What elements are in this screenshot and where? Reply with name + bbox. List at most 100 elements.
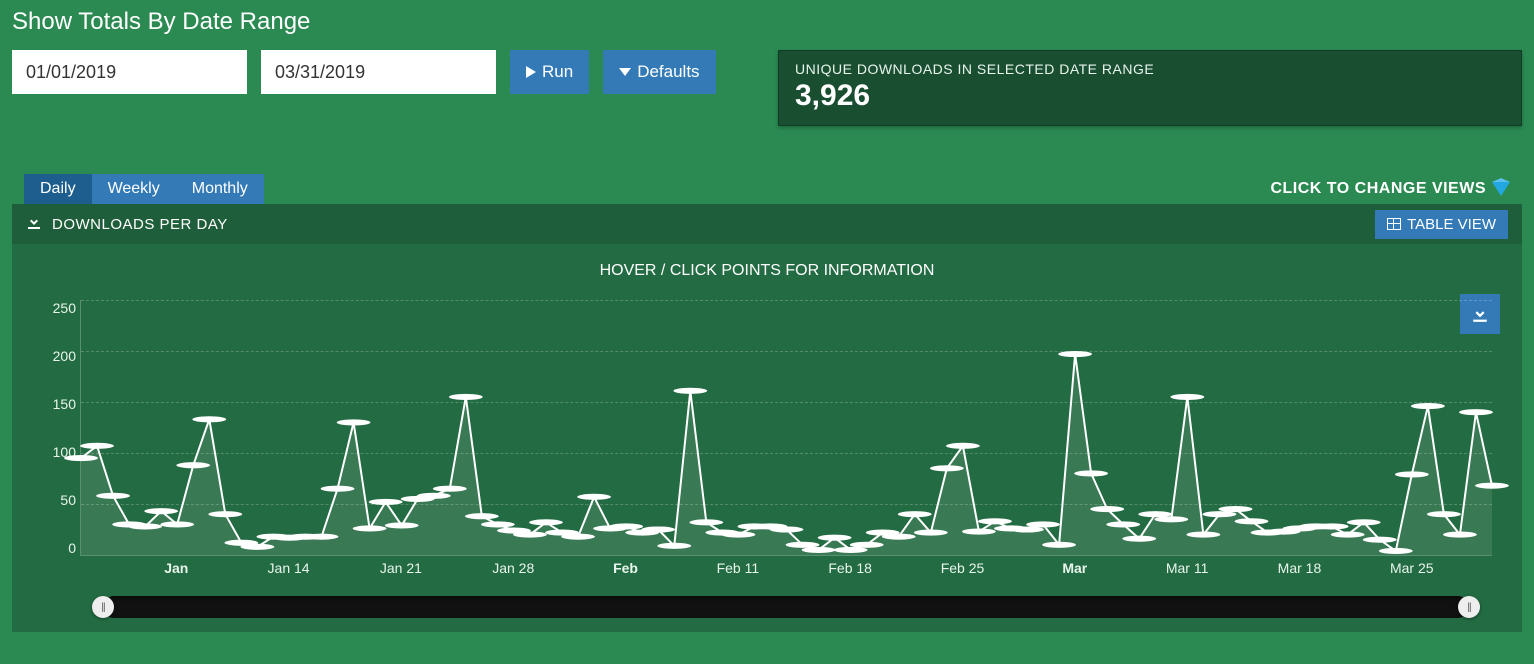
chart-point[interactable] — [850, 542, 884, 548]
chart-plot[interactable] — [80, 300, 1492, 556]
x-tick: Feb — [613, 560, 638, 576]
chart-point[interactable] — [64, 455, 98, 461]
chart-point[interactable] — [721, 532, 755, 538]
chart-point[interactable] — [433, 486, 467, 492]
range-handle-left[interactable]: || — [92, 596, 114, 618]
chart-point[interactable] — [657, 543, 691, 549]
chart-point[interactable] — [1331, 532, 1365, 538]
chart-point[interactable] — [577, 494, 611, 500]
chart-point[interactable] — [1106, 521, 1140, 527]
chart-point[interactable] — [802, 547, 836, 553]
chart-point[interactable] — [240, 544, 274, 550]
x-tick: Mar 18 — [1278, 560, 1322, 576]
chart-point[interactable] — [1122, 536, 1156, 542]
x-tick: Feb 25 — [941, 560, 985, 576]
chart-point[interactable] — [673, 388, 707, 394]
chart-point[interactable] — [305, 534, 339, 540]
chart-point[interactable] — [128, 523, 162, 529]
chart-point[interactable] — [1026, 521, 1060, 527]
chart-point[interactable] — [465, 513, 499, 519]
chart-point[interactable] — [1475, 483, 1509, 489]
tab-monthly[interactable]: Monthly — [176, 174, 264, 204]
chart-point[interactable] — [561, 534, 595, 540]
controls-row: Run Defaults UNIQUE DOWNLOADS IN SELECTE… — [12, 50, 1522, 126]
table-icon — [1387, 218, 1401, 230]
x-axis: JanJan 14Jan 21Jan 28FebFeb 11Feb 18Feb … — [80, 558, 1492, 580]
chart-point[interactable] — [1395, 471, 1429, 477]
chart-point[interactable] — [946, 443, 980, 449]
chart-point[interactable] — [529, 519, 563, 525]
chart-header-title: DOWNLOADS PER DAY — [52, 216, 228, 233]
defaults-button[interactable]: Defaults — [603, 50, 715, 94]
chart-point[interactable] — [1219, 506, 1253, 512]
chart-point[interactable] — [160, 521, 194, 527]
tab-daily[interactable]: Daily — [24, 174, 92, 204]
start-date-input[interactable] — [12, 50, 247, 94]
chart-point[interactable] — [513, 532, 547, 538]
chart-point[interactable] — [1315, 523, 1349, 529]
chart-point[interactable] — [1042, 542, 1076, 548]
chart-point[interactable] — [914, 530, 948, 536]
x-tick: Feb 18 — [828, 560, 872, 576]
chart-point[interactable] — [417, 493, 451, 499]
gem-icon — [1492, 182, 1510, 196]
chart-point[interactable] — [978, 518, 1012, 524]
end-date-input[interactable] — [261, 50, 496, 94]
chart-point[interactable] — [1427, 511, 1461, 517]
chart-point[interactable] — [930, 465, 964, 471]
play-icon — [526, 66, 536, 78]
x-tick: Jan 14 — [268, 560, 310, 576]
chart-point[interactable] — [144, 508, 178, 514]
chart-point[interactable] — [337, 419, 371, 425]
chart-point[interactable] — [609, 523, 643, 529]
chart-point[interactable] — [1459, 409, 1493, 415]
chart-point[interactable] — [481, 521, 515, 527]
chart-point[interactable] — [1074, 470, 1108, 476]
chart-point[interactable] — [1379, 548, 1413, 554]
chart-point[interactable] — [689, 519, 723, 525]
chart-point[interactable] — [641, 526, 675, 532]
y-tick: 50 — [32, 492, 76, 508]
run-button[interactable]: Run — [510, 50, 589, 94]
chart-point[interactable] — [1090, 506, 1124, 512]
change-views-button[interactable]: CLICK TO CHANGE VIEWS — [1270, 180, 1510, 198]
chart-point[interactable] — [208, 511, 242, 517]
chart-point[interactable] — [818, 535, 852, 541]
chart-point[interactable] — [449, 394, 483, 400]
range-track[interactable] — [103, 596, 1469, 618]
chart-point[interactable] — [96, 493, 130, 499]
chart-point[interactable] — [321, 486, 355, 492]
stat-card: UNIQUE DOWNLOADS IN SELECTED DATE RANGE … — [778, 50, 1522, 126]
x-tick: Jan 28 — [492, 560, 534, 576]
page-title: Show Totals By Date Range — [12, 8, 1522, 36]
chart-point[interactable] — [385, 522, 419, 528]
change-views-label: CLICK TO CHANGE VIEWS — [1270, 180, 1486, 198]
y-tick: 0 — [32, 540, 76, 556]
chart-point[interactable] — [1443, 532, 1477, 538]
x-tick: Mar 11 — [1166, 560, 1209, 576]
x-tick: Jan 21 — [380, 560, 422, 576]
chart-point[interactable] — [770, 526, 804, 532]
chart-point[interactable] — [176, 462, 210, 468]
chart-point[interactable] — [962, 528, 996, 534]
chart-point[interactable] — [1347, 519, 1381, 525]
chart-point[interactable] — [80, 443, 114, 449]
range-handle-right[interactable]: || — [1458, 596, 1480, 618]
chart-point[interactable] — [882, 534, 916, 540]
table-view-label: TABLE VIEW — [1407, 216, 1496, 233]
y-tick: 150 — [32, 396, 76, 412]
chart-point[interactable] — [898, 511, 932, 517]
chart-point[interactable] — [1411, 403, 1445, 409]
chart-point[interactable] — [192, 416, 226, 422]
tab-weekly[interactable]: Weekly — [92, 174, 176, 204]
chart-point[interactable] — [1154, 516, 1188, 522]
chart-point[interactable] — [1186, 532, 1220, 538]
download-icon — [26, 214, 42, 235]
table-view-button[interactable]: TABLE VIEW — [1375, 210, 1508, 239]
chart-point[interactable] — [353, 525, 387, 531]
stat-label: UNIQUE DOWNLOADS IN SELECTED DATE RANGE — [795, 61, 1505, 77]
chart-point[interactable] — [1235, 518, 1269, 524]
x-tick: Feb 11 — [717, 560, 760, 576]
chart-point[interactable] — [1170, 394, 1204, 400]
chart-point[interactable] — [1363, 537, 1397, 543]
